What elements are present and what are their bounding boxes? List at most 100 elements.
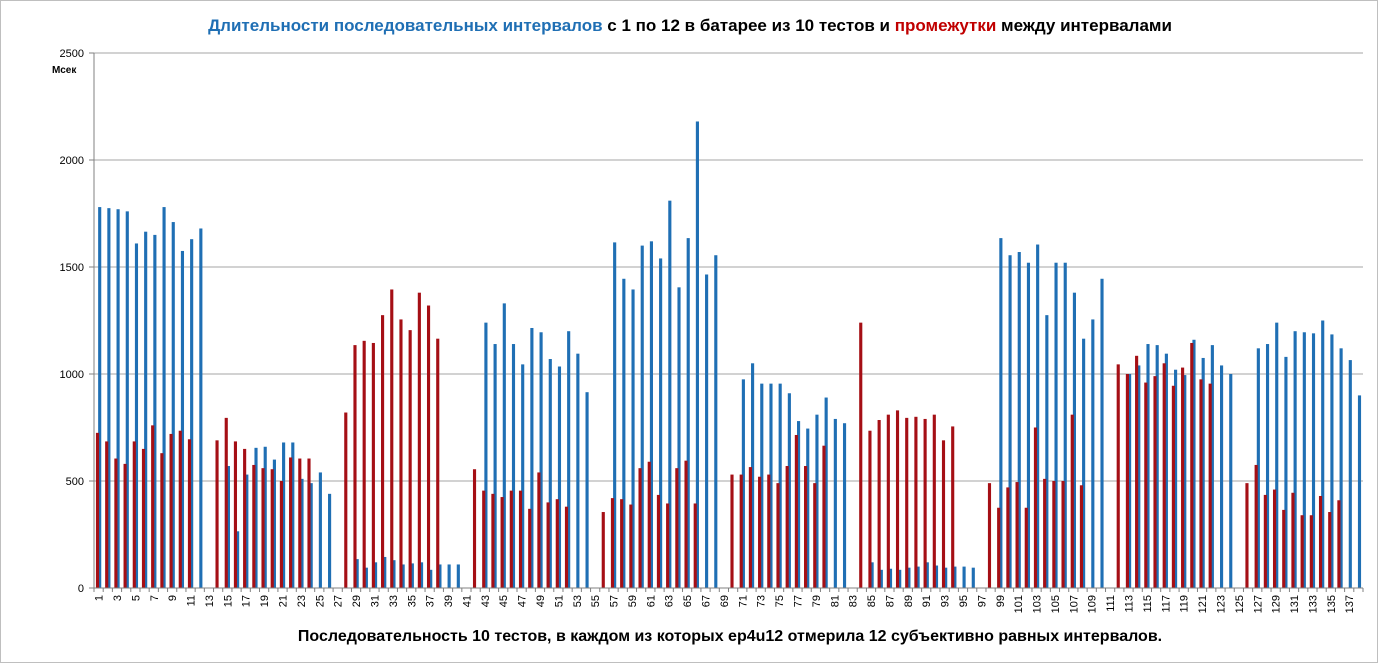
gap-bar — [1309, 515, 1313, 588]
interval-bar — [1128, 374, 1132, 588]
bars — [95, 121, 1362, 589]
gap-bar — [1328, 512, 1332, 588]
x-tick-label: 137 — [1344, 595, 1356, 613]
interval-bar — [668, 200, 672, 588]
gap-bar — [546, 502, 550, 588]
x-tick-label: 75 — [774, 595, 786, 607]
gap-bar — [1254, 464, 1258, 588]
gap-bar — [987, 483, 992, 588]
gap-bar — [620, 499, 624, 588]
x-tick-label: 111 — [1105, 595, 1117, 612]
interval-bar — [888, 568, 893, 588]
interval-bar — [1284, 356, 1288, 588]
gap-bar — [1337, 500, 1341, 588]
x-tick-label: 45 — [498, 595, 510, 607]
gap-bar — [500, 497, 504, 588]
gap-bar — [1282, 509, 1286, 588]
chart-title-part: промежутки — [895, 16, 997, 35]
gap-bar — [905, 417, 909, 588]
x-tick-label: 17 — [241, 595, 253, 607]
interval-bar — [1155, 345, 1159, 588]
interval-bar — [521, 364, 525, 588]
x-tick-label: 29 — [351, 595, 363, 607]
interval-bar — [1210, 345, 1214, 588]
interval-bar — [1017, 252, 1021, 588]
interval-bar — [1265, 344, 1270, 588]
x-tick-label: 135 — [1326, 595, 1338, 613]
interval-bar — [548, 359, 552, 588]
gap-bar — [868, 430, 872, 588]
gap-bar — [1006, 487, 1010, 588]
interval-bar — [1026, 262, 1031, 588]
interval-bar — [1174, 369, 1178, 588]
gap-bar — [528, 508, 532, 588]
interval-bar — [272, 459, 276, 588]
x-tick-label: 5 — [130, 595, 142, 601]
gap-bar — [344, 412, 348, 588]
gap-bar — [1199, 379, 1203, 588]
x-tick-label: 123 — [1215, 595, 1227, 613]
gap-bar — [610, 498, 615, 588]
interval-bar — [1045, 315, 1049, 588]
gap-bar — [417, 292, 421, 588]
interval-bar — [355, 559, 359, 588]
interval-bar — [870, 562, 874, 588]
x-tick-label: 55 — [590, 595, 602, 607]
interval-bar — [962, 566, 966, 588]
x-tick-label: 61 — [645, 595, 657, 607]
interval-bar — [557, 366, 562, 588]
x-tick-label: 125 — [1234, 595, 1246, 613]
interval-bar — [419, 562, 424, 588]
gap-bar — [1263, 494, 1267, 588]
interval-bar — [631, 289, 635, 588]
interval-bar — [640, 245, 644, 588]
interval-bar — [806, 428, 810, 588]
interval-bar — [153, 234, 157, 588]
interval-bar — [116, 209, 120, 588]
x-tick-label: 71 — [737, 595, 749, 607]
gap-bar — [1181, 367, 1185, 588]
interval-bar — [934, 565, 939, 588]
interval-bar — [1054, 262, 1058, 588]
interval-bar — [226, 466, 230, 588]
x-tick-label: 37 — [425, 595, 437, 607]
x-tick-label: 1 — [94, 595, 106, 601]
x-tick-label: 115 — [1142, 595, 1154, 613]
gap-bar — [647, 461, 651, 588]
interval-bar — [1321, 320, 1325, 588]
gap-bar — [638, 468, 642, 588]
chart-title-part: с 1 по 12 в батарее из 10 тестов и — [603, 16, 895, 35]
x-tick-label: 97 — [976, 595, 988, 607]
x-tick-label: 39 — [443, 595, 455, 607]
interval-bar — [824, 397, 828, 588]
x-tick-label: 133 — [1307, 595, 1319, 613]
x-tick-label: 83 — [848, 595, 860, 607]
x-tick-label: 77 — [792, 595, 804, 607]
gap-bar — [141, 448, 146, 588]
interval-bar — [686, 238, 690, 589]
y-tick-label: 1000 — [60, 369, 84, 381]
gap-bar — [1061, 481, 1065, 588]
gap-bar — [1116, 364, 1120, 588]
gap-bar — [1171, 385, 1175, 588]
gap-bar — [886, 414, 890, 588]
interval-bar — [925, 562, 929, 588]
interval-bar — [1192, 339, 1196, 588]
gap-bar — [381, 315, 385, 588]
x-tick-label: 13 — [204, 595, 216, 607]
interval-bar — [751, 363, 755, 588]
gap-bar — [187, 439, 192, 588]
gap-bar — [426, 305, 431, 588]
interval-bar — [971, 567, 975, 588]
interval-bar — [778, 383, 782, 588]
gap-bar — [776, 483, 780, 588]
gap-bar — [252, 464, 256, 588]
interval-bar — [833, 418, 837, 588]
gap-bar — [822, 445, 826, 588]
interval-bar — [282, 442, 286, 588]
gap-bar — [813, 483, 817, 588]
x-tick-label: 53 — [572, 595, 584, 607]
interval-bar — [879, 569, 883, 588]
interval-bar — [944, 567, 948, 588]
